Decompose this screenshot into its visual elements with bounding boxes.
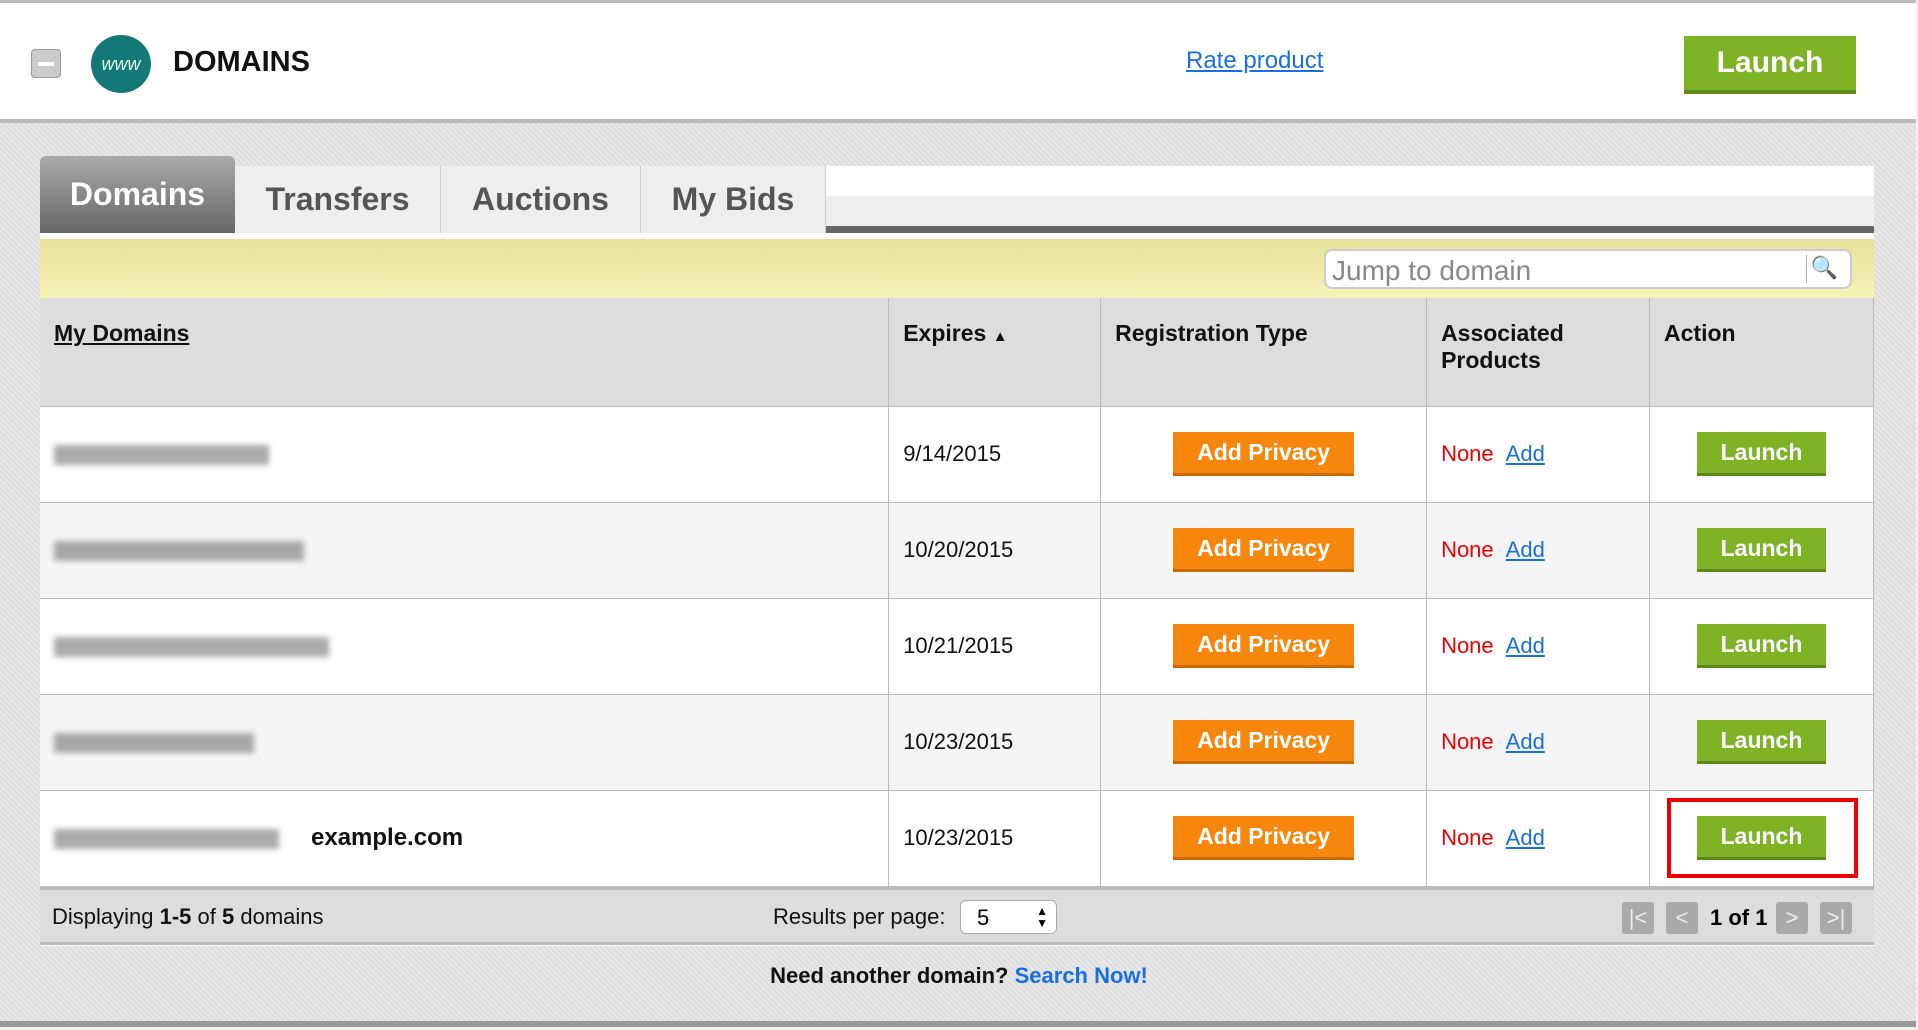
expires-cell: 9/14/2015 — [888, 405, 1102, 502]
table-row: 9/14/2015 Add Privacy None Add Launch — [40, 405, 1874, 502]
action-cell: Launch — [1649, 405, 1874, 502]
action-cell: Launch — [1649, 501, 1874, 598]
add-privacy-button[interactable]: Add Privacy — [1173, 624, 1355, 668]
domain-cell[interactable] — [40, 693, 890, 790]
rate-product-link[interactable]: Rate product — [1186, 47, 1324, 74]
launch-button[interactable]: Launch — [1697, 720, 1826, 764]
jump-to-domain-input[interactable] — [1326, 251, 1796, 291]
products-cell: None Add — [1426, 597, 1651, 694]
domain-cell[interactable] — [40, 597, 890, 694]
www-logo-icon: www — [91, 35, 151, 93]
table-row: example.com 10/23/2015 Add Privacy None A… — [40, 789, 1874, 886]
action-cell: Launch — [1649, 597, 1874, 694]
domain-label: example.com — [311, 824, 464, 852]
products-cell: None Add — [1426, 693, 1651, 790]
registration-cell: Add Privacy — [1100, 597, 1428, 694]
results-per-page-label: Results per page: — [773, 904, 946, 929]
page-indicator: 1 of 1 — [1710, 905, 1768, 930]
products-cell: None Add — [1426, 789, 1651, 886]
jump-to-domain: 🔍 — [1324, 249, 1852, 291]
launch-button[interactable]: Launch — [1697, 624, 1826, 668]
sort-ascending-icon: ▲ — [992, 328, 1008, 345]
domain-cell[interactable] — [40, 405, 890, 502]
expires-cell: 10/21/2015 — [888, 597, 1102, 694]
next-page-icon[interactable]: > — [1776, 902, 1808, 934]
launch-button[interactable]: Launch — [1697, 816, 1826, 861]
tab-auctions[interactable]: Auctions — [441, 166, 641, 233]
search-cta: Need another domain? Search Now! — [770, 963, 1148, 988]
add-privacy-button[interactable]: Add Privacy — [1173, 432, 1355, 476]
products-cell: None Add — [1426, 501, 1651, 598]
highlight-box — [1667, 798, 1858, 878]
expires-cell: 10/23/2015 — [888, 789, 1102, 886]
page-title: DOMAINS — [173, 46, 310, 78]
select-arrows-icon: ▲ ▼ — [1036, 904, 1048, 930]
results-per-page-select[interactable]: 5 ▲ ▼ — [960, 900, 1057, 934]
products-none: None — [1441, 729, 1494, 754]
search-icon[interactable]: 🔍 — [1806, 255, 1842, 283]
tab-my-bids[interactable]: My Bids — [641, 166, 826, 233]
redacted-domain — [54, 445, 269, 466]
displaying-count: Displaying 1-5 of 5 domains — [52, 904, 324, 929]
tab-transfers[interactable]: Transfers — [235, 166, 441, 233]
redacted-domain — [54, 733, 254, 754]
add-privacy-button[interactable]: Add Privacy — [1173, 720, 1355, 764]
launch-button[interactable]: Launch — [1697, 528, 1826, 572]
redacted-domain — [54, 829, 279, 850]
products-none: None — [1441, 537, 1494, 562]
add-product-link[interactable]: Add — [1505, 537, 1545, 562]
add-privacy-button[interactable]: Add Privacy — [1173, 816, 1355, 861]
last-page-icon[interactable]: >| — [1820, 902, 1852, 934]
column-registration-type: Registration Type — [1100, 298, 1428, 406]
add-product-link[interactable]: Add — [1505, 825, 1545, 851]
first-page-icon[interactable]: |< — [1622, 902, 1654, 934]
registration-cell: Add Privacy — [1100, 405, 1428, 502]
launch-button[interactable]: Launch — [1684, 36, 1856, 94]
products-none: None — [1441, 825, 1494, 851]
table-row: 10/20/2015 Add Privacy None Add Launch — [40, 501, 1874, 598]
domain-cell[interactable] — [40, 501, 890, 598]
column-my-domains[interactable]: My Domains — [40, 298, 890, 406]
action-cell: Launch — [1649, 789, 1874, 886]
registration-cell: Add Privacy — [1100, 693, 1428, 790]
registration-cell: Add Privacy — [1100, 501, 1428, 598]
add-product-link[interactable]: Add — [1505, 441, 1545, 466]
products-cell: None Add — [1426, 405, 1651, 502]
column-expires[interactable]: Expires ▲ — [888, 298, 1102, 406]
column-action: Action — [1649, 298, 1874, 406]
collapse-button[interactable] — [31, 49, 61, 78]
tab-domains[interactable]: Domains — [40, 156, 235, 233]
search-now-link[interactable]: Search Now! — [1014, 963, 1148, 988]
action-cell: Launch — [1649, 693, 1874, 790]
column-associated-products: Associated Products — [1426, 298, 1651, 406]
redacted-domain — [54, 637, 329, 658]
add-privacy-button[interactable]: Add Privacy — [1173, 528, 1355, 572]
table-row: 10/23/2015 Add Privacy None Add Launch — [40, 693, 1874, 790]
products-none: None — [1441, 441, 1494, 466]
expires-cell: 10/20/2015 — [888, 501, 1102, 598]
prev-page-icon[interactable]: < — [1666, 902, 1698, 934]
registration-cell: Add Privacy — [1100, 789, 1428, 886]
table-footer: Displaying 1-5 of 5 domains Results per … — [40, 886, 1874, 945]
products-none: None — [1441, 633, 1494, 658]
top-bar — [0, 0, 1916, 123]
launch-button[interactable]: Launch — [1697, 432, 1826, 476]
domains-table: My Domains Expires ▲ Registration Type A… — [40, 298, 1874, 886]
expires-cell: 10/23/2015 — [888, 693, 1102, 790]
domain-cell[interactable]: example.com — [40, 789, 890, 886]
add-product-link[interactable]: Add — [1505, 633, 1545, 658]
table-row: 10/21/2015 Add Privacy None Add Launch — [40, 597, 1874, 694]
add-product-link[interactable]: Add — [1505, 729, 1545, 754]
redacted-domain — [54, 541, 304, 562]
